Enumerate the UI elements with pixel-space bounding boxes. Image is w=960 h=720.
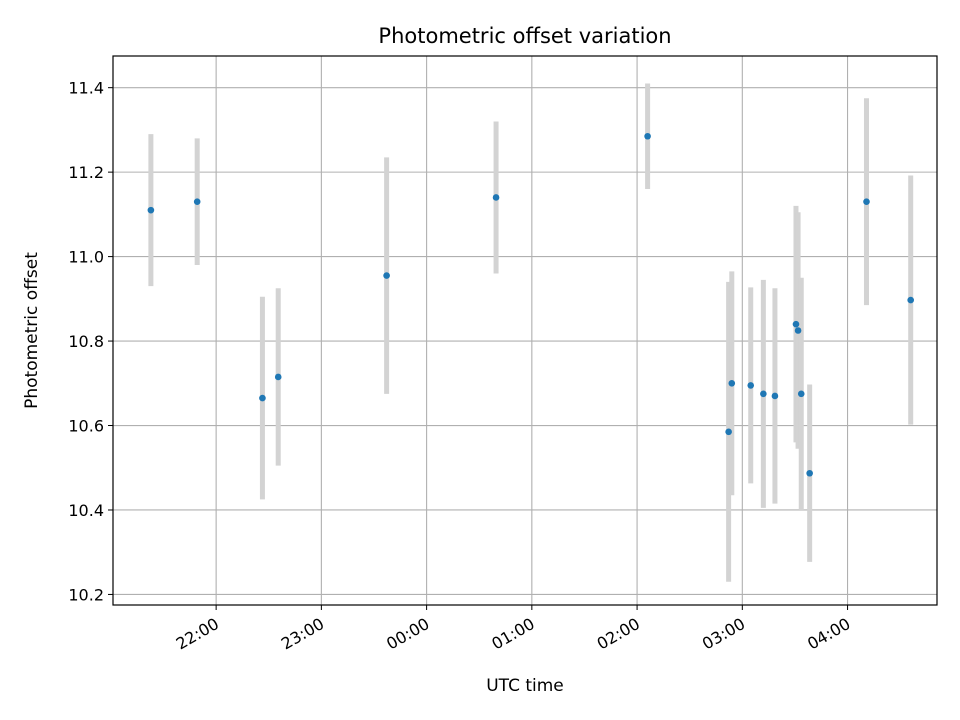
y-tick-label: 10.8 (68, 332, 104, 351)
data-point (383, 272, 390, 279)
x-tick-label: 02:00 (594, 614, 643, 654)
data-point (797, 390, 805, 398)
x-tick-label: 00:00 (383, 614, 432, 654)
y-tick-label: 10.6 (68, 417, 104, 436)
x-tick-label: 23:00 (278, 614, 327, 654)
ticks: 10.2 10.4 10.6 10.8 11.0 11.2 11.4 22:00 23:00 00… (68, 79, 853, 654)
x-tick-label: 04:00 (804, 614, 853, 654)
data-point (760, 390, 767, 398)
data-point (259, 394, 266, 402)
y-tick-label: 10.2 (68, 585, 104, 604)
data-point (644, 132, 651, 140)
plot-frame (112, 55, 938, 606)
data-point (725, 428, 732, 436)
x-axis-label: UTC time (486, 676, 564, 696)
data-point (274, 373, 282, 381)
data-point (492, 194, 500, 201)
data-point (147, 206, 155, 214)
x-tick-label: 01:00 (488, 614, 537, 654)
y-axis-label: Photometric offset (22, 252, 42, 409)
data-point (193, 198, 201, 205)
data-point (794, 327, 802, 334)
chart-title: Photometric offset variation (378, 24, 671, 48)
data-point (747, 382, 755, 389)
data-point (771, 392, 779, 400)
data-points (147, 132, 914, 477)
y-tick-label: 11.4 (68, 79, 104, 98)
data-point (792, 320, 800, 328)
y-tick-label: 10.4 (68, 501, 104, 520)
x-tick-label: 22:00 (173, 614, 222, 654)
grid (113, 56, 937, 605)
data-point (728, 379, 736, 387)
data-point (907, 296, 914, 304)
data-point (863, 198, 870, 205)
y-tick-label: 11.2 (68, 163, 104, 182)
data-point (806, 469, 813, 477)
y-tick-label: 11.0 (68, 248, 104, 267)
x-tick-label: 03:00 (699, 614, 748, 654)
